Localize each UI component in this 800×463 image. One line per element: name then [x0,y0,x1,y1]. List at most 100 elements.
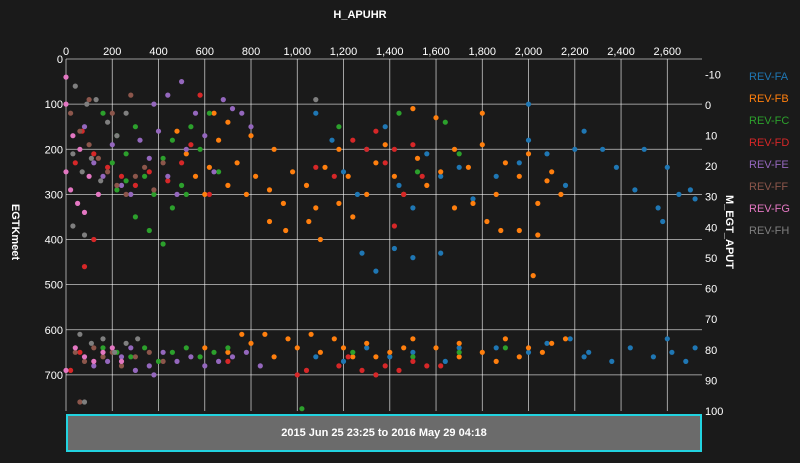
scatter-point[interactable] [424,363,430,369]
scatter-point[interactable] [81,358,88,364]
scatter-point[interactable] [336,200,342,206]
scatter-point[interactable] [91,151,97,157]
scatter-point[interactable] [165,173,171,179]
scatter-point[interactable] [414,155,421,161]
scatter-point[interactable] [313,164,319,170]
scatter-point[interactable] [248,340,254,346]
scatter-point[interactable] [169,137,175,143]
scatter-point[interactable] [345,173,351,179]
scatter-point[interactable] [493,173,499,179]
scatter-point[interactable] [544,178,550,184]
scatter-point[interactable] [562,336,569,342]
scatter-point[interactable] [142,173,148,179]
scatter-point[interactable] [271,354,277,360]
scatter-point[interactable] [581,354,587,360]
scatter-point[interactable] [243,349,249,355]
plot-area[interactable] [66,59,702,411]
scatter-point[interactable] [391,245,397,252]
scatter-point[interactable] [313,97,319,103]
scatter-point[interactable] [118,182,125,188]
scatter-point[interactable] [216,169,222,175]
scatter-point[interactable] [525,349,532,355]
scatter-point[interactable] [308,331,314,337]
scatter-point[interactable] [567,336,573,342]
scatter-point[interactable] [438,250,444,256]
scatter-point[interactable] [562,182,569,188]
scatter-point[interactable] [539,349,546,355]
scatter-point[interactable] [294,372,300,378]
scatter-point[interactable] [359,367,365,373]
scatter-point[interactable] [169,205,175,211]
scatter-point[interactable] [257,363,263,369]
scatter-point[interactable] [410,205,416,211]
scatter-point[interactable] [382,124,388,130]
scatter-point[interactable] [479,142,485,148]
scatter-point[interactable] [206,110,212,116]
scatter-point[interactable] [391,146,397,152]
scatter-point[interactable] [146,169,152,175]
scatter-point[interactable] [331,336,337,342]
scatter-point[interactable] [114,182,120,188]
scatter-point[interactable] [137,137,143,143]
scatter-point[interactable] [216,358,222,364]
scatter-point[interactable] [146,349,152,355]
scatter-point[interactable] [364,191,370,197]
scatter-point[interactable] [410,354,416,360]
scatter-point[interactable] [650,354,657,360]
scatter-point[interactable] [479,349,485,355]
scatter-point[interactable] [142,164,148,170]
scatter-point[interactable] [600,146,606,152]
scatter-point[interactable] [285,336,291,342]
scatter-point[interactable] [81,209,88,215]
scatter-point[interactable] [132,354,138,360]
scatter-point[interactable] [91,345,97,351]
scatter-point[interactable] [525,137,532,143]
scatter-point[interactable] [72,349,78,355]
scatter-point[interactable] [105,169,111,175]
scatter-point[interactable] [160,241,166,247]
scatter-point[interactable] [202,345,208,351]
scatter-point[interactable] [655,205,661,211]
scatter-point[interactable] [109,345,115,351]
scatter-point[interactable] [160,358,166,364]
scatter-point[interactable] [340,169,347,175]
scatter-point[interactable] [456,345,462,351]
legend-item[interactable]: REV-FF [749,181,788,193]
scatter-point[interactable] [322,164,328,170]
scatter-point[interactable] [248,133,254,139]
scatter-point[interactable] [169,349,175,355]
scatter-point[interactable] [105,358,111,364]
scatter-point[interactable] [114,133,120,139]
scatter-point[interactable] [410,349,416,355]
scatter-point[interactable] [456,349,462,355]
scatter-point[interactable] [91,236,97,243]
scatter-point[interactable] [216,137,222,143]
scatter-point[interactable] [470,200,476,206]
scatter-point[interactable] [95,191,101,197]
scatter-point[interactable] [229,354,236,360]
scatter-point[interactable] [313,354,319,360]
scatter-point[interactable] [535,232,541,238]
scatter-point[interactable] [188,354,194,360]
scatter-point[interactable] [72,83,78,89]
scatter-point[interactable] [350,354,356,360]
scatter-point[interactable] [266,218,273,225]
scatter-point[interactable] [72,345,78,351]
scatter-point[interactable] [692,345,698,351]
scatter-point[interactable] [433,345,439,351]
scatter-point[interactable] [451,205,458,211]
scatter-point[interactable] [128,92,134,98]
scatter-point[interactable] [160,155,166,161]
scatter-point[interactable] [165,178,171,184]
scatter-point[interactable] [132,367,138,373]
scatter-point[interactable] [470,196,476,202]
scatter-point[interactable] [151,101,157,107]
scatter-point[interactable] [174,191,180,197]
scatter-point[interactable] [88,340,94,346]
scatter-point[interactable] [414,169,421,175]
scatter-point[interactable] [498,227,504,234]
scatter-point[interactable] [160,160,166,166]
scatter-point[interactable] [364,146,370,152]
scatter-point[interactable] [331,173,337,179]
scatter-point[interactable] [581,128,587,134]
